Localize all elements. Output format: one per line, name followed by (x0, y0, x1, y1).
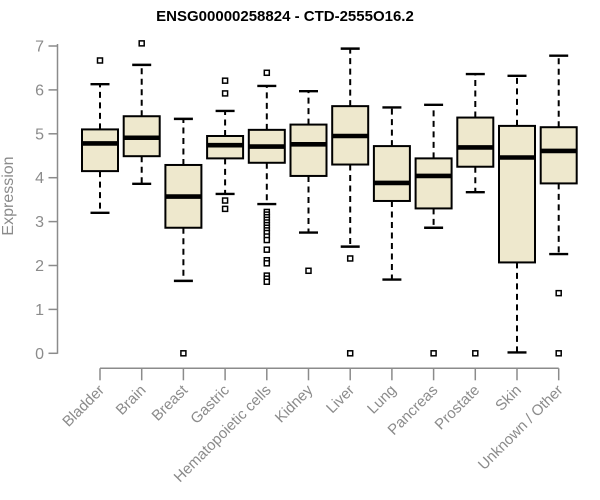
x-tick-label: Brain (113, 382, 150, 419)
y-tick-label: 4 (35, 170, 44, 187)
boxplot-prostate (456, 72, 495, 357)
boxplot-brain (122, 40, 161, 186)
outlier-point (221, 205, 229, 213)
y-axis-label: Expression (0, 156, 17, 235)
boxplot-lung (372, 106, 411, 281)
iqr-box (289, 123, 328, 177)
x-tick-label: Breast (149, 381, 192, 424)
outlier-point (555, 289, 562, 297)
iqr-box (498, 124, 536, 264)
boxplot-hematopoietic-cells (247, 69, 286, 285)
iqr-box (81, 128, 119, 173)
boxplot-bladder (81, 57, 119, 215)
y-axis: 0 1 2 3 4 5 6 7 (35, 39, 59, 363)
y-tick-label: 2 (35, 258, 44, 275)
y-tick-label: 3 (35, 214, 44, 231)
outlier-point (138, 40, 145, 47)
x-tick-label: Skin (492, 382, 525, 415)
outlier-point (221, 77, 229, 84)
y-tick-label: 0 (35, 346, 44, 363)
boxplot-liver (331, 47, 370, 357)
outlier-point (96, 57, 104, 64)
outlier-point (472, 350, 479, 357)
outlier-point (346, 255, 354, 262)
x-tick-label: Lung (364, 382, 400, 418)
x-tick-label: Bladder (59, 382, 108, 431)
boxplot-kidney (289, 90, 328, 275)
boxplot-pancreas (414, 103, 453, 357)
boxplot-breast (164, 117, 203, 357)
outlier-point (305, 267, 312, 275)
y-tick-label: 5 (35, 126, 44, 143)
x-tick-label: Liver (323, 382, 358, 417)
iqr-box (414, 157, 453, 210)
boxplot-skin (498, 74, 536, 354)
iqr-box (456, 116, 495, 168)
x-tick-label: Prostate (432, 382, 484, 434)
outlier-point (263, 246, 271, 253)
outlier-point (221, 90, 229, 97)
chart-title: ENSG00000258824 - CTD-2555O16.2 (156, 8, 414, 25)
outlier-point (555, 350, 562, 357)
plot-area: 0 1 2 3 4 5 6 7 Bladder Brain BreastGastricHematop… (35, 39, 578, 486)
x-tick-label: Kidney (272, 381, 317, 426)
outlier-point (180, 350, 187, 357)
iqr-box (372, 145, 411, 202)
iqr-box (539, 126, 578, 185)
outlier-point (221, 197, 229, 204)
y-tick-label: 7 (35, 39, 44, 56)
boxplot-gastric (206, 77, 245, 213)
y-tick-label: 6 (35, 82, 44, 99)
outlier-point (263, 69, 271, 77)
y-tick-label: 1 (35, 302, 44, 319)
outlier-point (263, 260, 271, 267)
outlier-point (430, 350, 437, 357)
outlier-point (263, 278, 271, 285)
outlier-point (263, 236, 271, 244)
boxplot-unknown-other (539, 54, 578, 357)
outlier-point (346, 350, 354, 357)
